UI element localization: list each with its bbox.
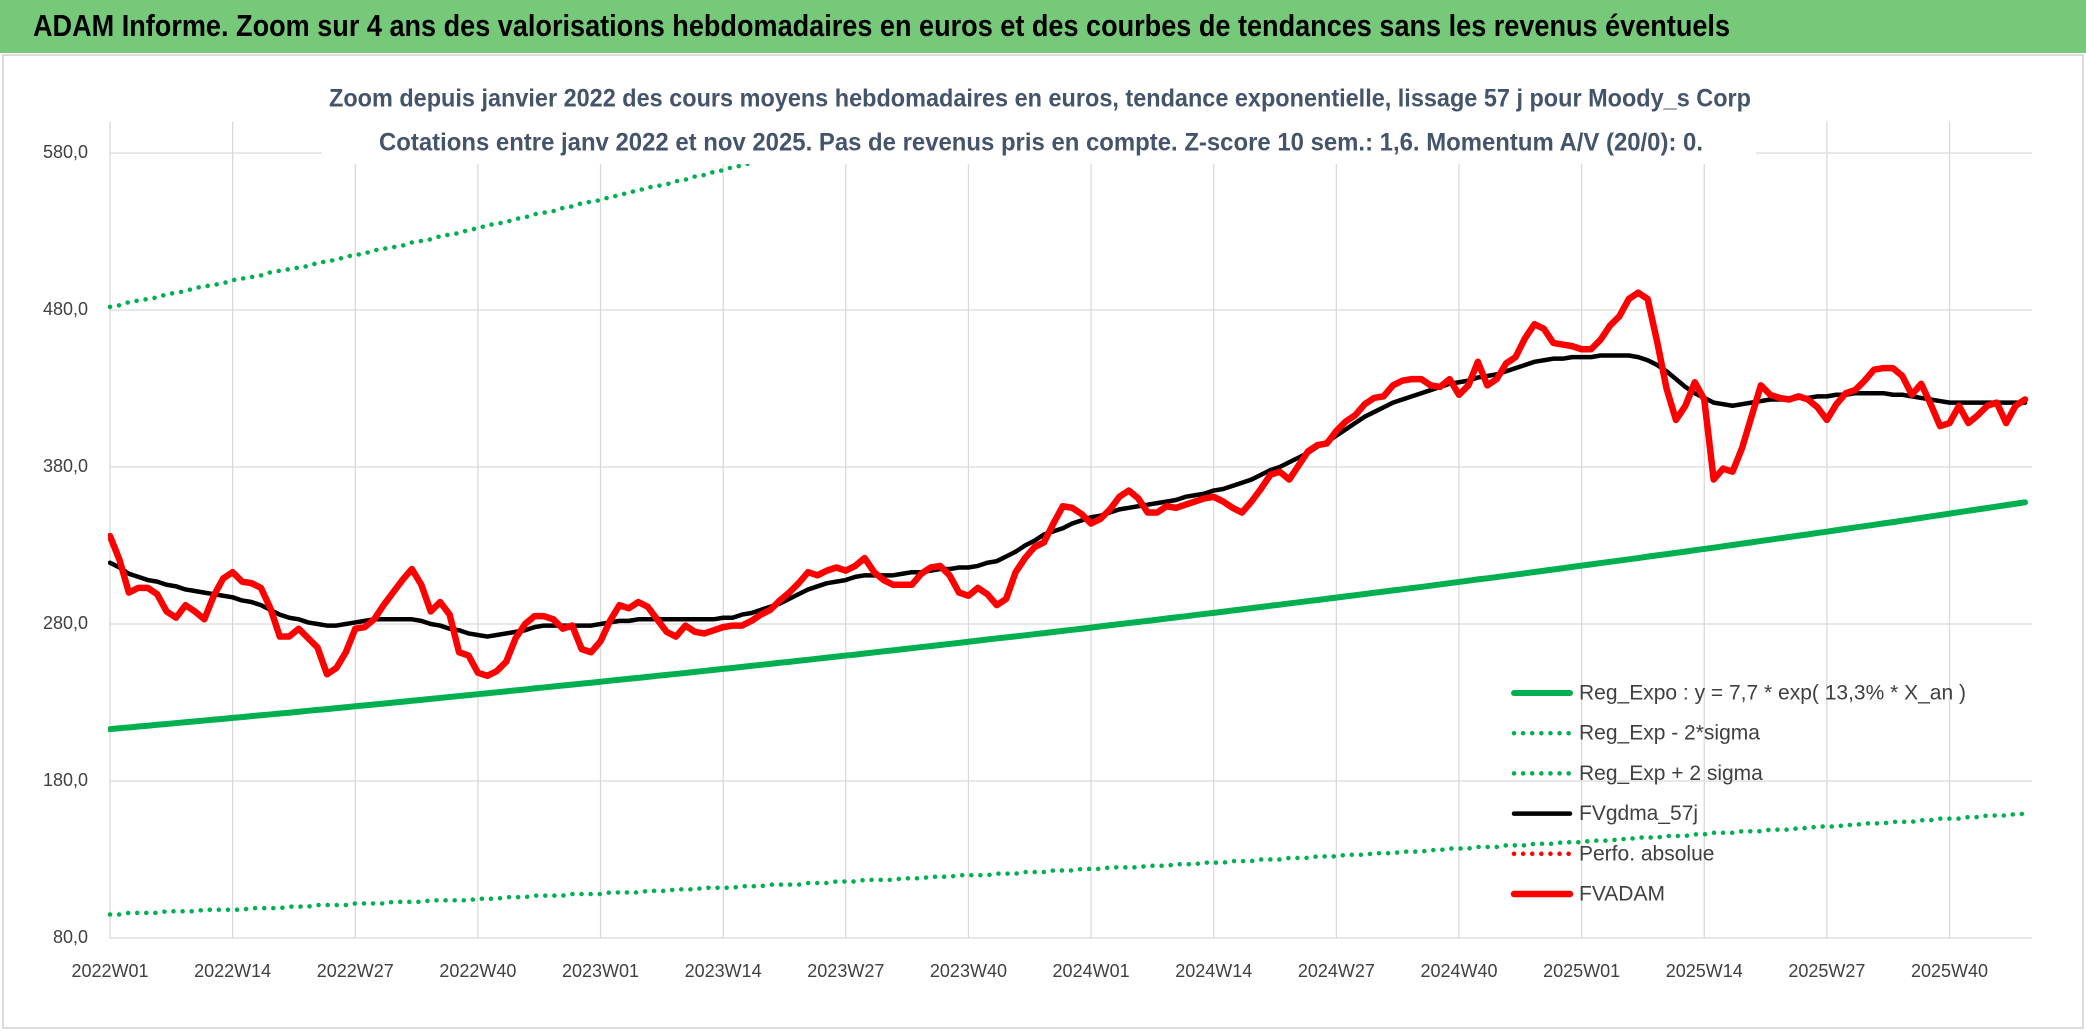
chart-frame <box>2 54 2084 1029</box>
series-line <box>108 499 2028 733</box>
x-tick-label: 2022W14 <box>194 961 271 981</box>
header-title: ADAM Informe. Zoom sur 4 ans des valoris… <box>33 8 1730 43</box>
x-tick-label: 2025W27 <box>1788 961 1865 981</box>
series-line <box>108 121 931 310</box>
y-tick-label: 80,0 <box>53 927 88 947</box>
x-tick-label: 2023W27 <box>807 961 884 981</box>
legend-label: Reg_Exp + 2 sigma <box>1579 762 1763 785</box>
x-tick-label: 2022W27 <box>317 961 394 981</box>
y-tick-label: 480,0 <box>43 299 88 319</box>
y-tick-label: 380,0 <box>43 456 88 476</box>
x-tick-label: 2025W01 <box>1543 961 1620 981</box>
chart-title: Zoom depuis janvier 2022 des cours moyen… <box>329 85 1751 113</box>
x-tick-label: 2024W27 <box>1298 961 1375 981</box>
header-band <box>0 0 2086 53</box>
series-line <box>108 353 2028 639</box>
x-tick-label: 2022W40 <box>439 961 516 981</box>
legend-label: Reg_Exp - 2*sigma <box>1579 722 1760 745</box>
x-tick-label: 2024W01 <box>1053 961 1130 981</box>
legend-label: FVADAM <box>1579 883 1665 906</box>
y-tick-label: 180,0 <box>43 770 88 790</box>
grid <box>109 121 2032 939</box>
legend-label: Perfo. absolue <box>1579 842 1714 865</box>
y-tick-label: 580,0 <box>43 142 88 162</box>
y-tick-label: 280,0 <box>43 613 88 633</box>
x-tick-label: 2022W01 <box>71 961 148 981</box>
plot-area <box>108 121 2029 917</box>
legend: Reg_Expo : y = 7,7 * exp( 13,3% * X_an )… <box>1510 682 1966 906</box>
series-line <box>108 289 2029 680</box>
x-tick-label: 2023W14 <box>685 961 762 981</box>
x-tick-label: 2025W40 <box>1911 961 1988 981</box>
x-tick-label: 2023W01 <box>562 961 639 981</box>
x-tick-label: 2025W14 <box>1666 961 1743 981</box>
axes: 80,0 180,0 280,0 380,0 480,0 580,0 2022W01 2022… <box>43 142 1988 981</box>
title-box: Zoom depuis janvier 2022 des cours moyen… <box>322 80 1756 164</box>
x-tick-label: 2024W40 <box>1420 961 1497 981</box>
chart-subtitle: Cotations entre janv 2022 et nov 2025. P… <box>379 129 1703 157</box>
legend-label: Reg_Expo : y = 7,7 * exp( 13,3% * X_an ) <box>1579 682 1966 705</box>
series-line <box>108 811 2028 917</box>
legend-label: FVgdma_57j <box>1579 802 1698 825</box>
x-tick-label: 2023W40 <box>930 961 1007 981</box>
title-background <box>322 80 1756 164</box>
x-tick-label: 2024W14 <box>1175 961 1252 981</box>
